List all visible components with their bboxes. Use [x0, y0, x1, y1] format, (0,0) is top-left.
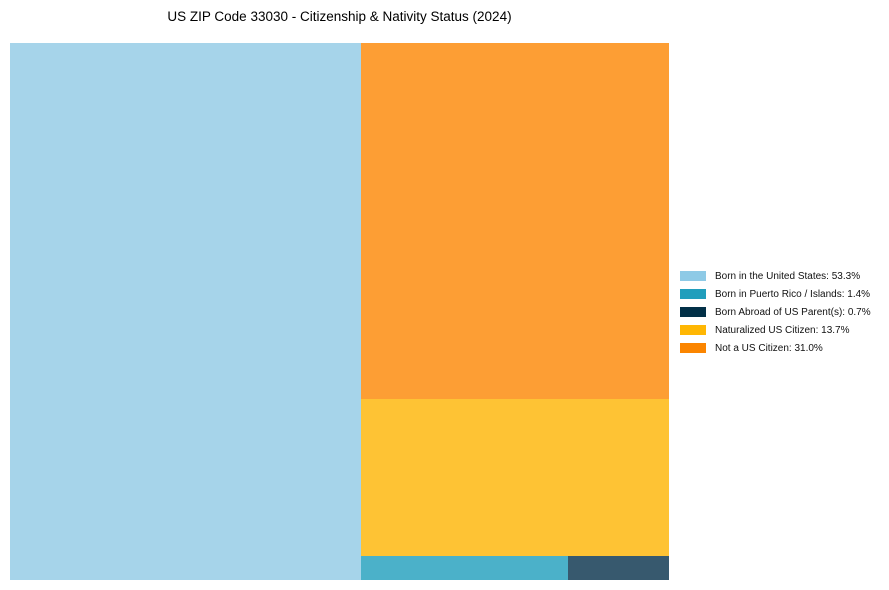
legend-label: Born in Puerto Rico / Islands: 1.4%: [715, 288, 871, 300]
legend-item: Naturalized US Citizen: 13.7%: [680, 321, 871, 339]
legend-label: Not a US Citizen: 31.0%: [715, 342, 823, 354]
treemap: [10, 43, 669, 580]
legend-item: Born in the United States: 53.3%: [680, 267, 871, 285]
legend-label: Born Abroad of US Parent(s): 0.7%: [715, 306, 871, 318]
cell-born-abroad: [568, 556, 669, 580]
legend-item: Born in Puerto Rico / Islands: 1.4%: [680, 285, 871, 303]
legend-swatch: [680, 271, 706, 281]
chart-title: US ZIP Code 33030 - Citizenship & Nativi…: [167, 9, 512, 24]
legend-swatch: [680, 325, 706, 335]
legend-swatch: [680, 307, 706, 317]
legend-swatch: [680, 343, 706, 353]
legend-label: Born in the United States: 53.3%: [715, 270, 861, 282]
legend-item: Not a US Citizen: 31.0%: [680, 339, 871, 357]
legend-swatch: [680, 289, 706, 299]
cell-not-citizen: [361, 43, 669, 399]
legend-label: Naturalized US Citizen: 13.7%: [715, 324, 850, 336]
cell-born-us: [10, 43, 361, 580]
cell-puerto-rico: [361, 556, 568, 580]
legend-item: Born Abroad of US Parent(s): 0.7%: [680, 303, 871, 321]
legend: Born in the United States: 53.3% Born in…: [680, 267, 871, 357]
cell-naturalized: [361, 399, 669, 556]
